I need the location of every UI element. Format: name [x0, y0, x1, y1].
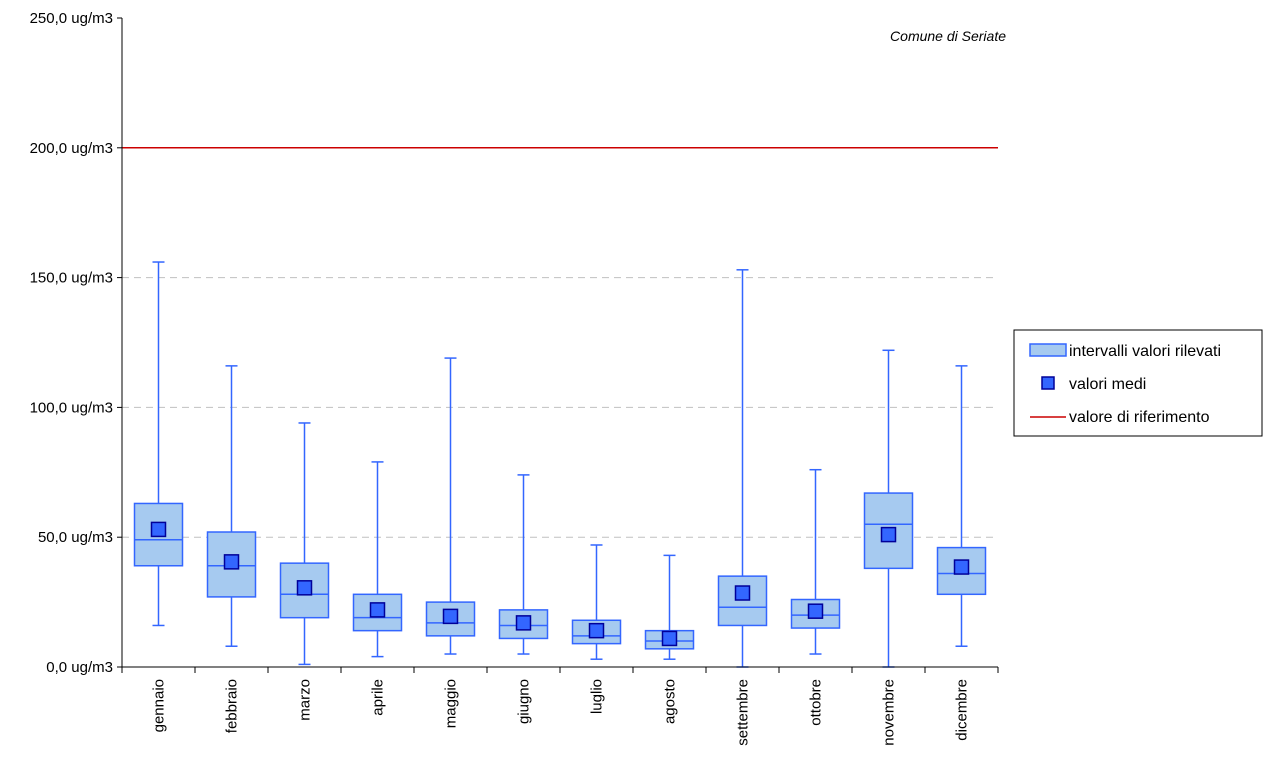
legend-box-swatch [1029, 343, 1067, 357]
x-tick-label: agosto [662, 679, 679, 724]
mean-marker [369, 602, 386, 618]
mean-marker [515, 615, 532, 631]
legend-label-medi: valori medi [1069, 376, 1146, 393]
x-tick-label: luglio [589, 679, 606, 714]
mean-marker [734, 585, 751, 601]
x-tick-label: settembre [735, 679, 752, 746]
mean-marker [150, 521, 167, 538]
legend: intervalli valori rilevati valori medi v… [1013, 329, 1263, 437]
boxes-layer [133, 261, 987, 668]
y-tick-label: 50,0 ug/m3 [38, 529, 113, 546]
x-tick-label: maggio [443, 679, 460, 728]
gridlines [122, 277, 998, 538]
x-tick-label: dicembre [954, 679, 971, 741]
legend-mean-swatch [1041, 376, 1055, 390]
box [717, 575, 768, 627]
legend-label-intervalli: intervalli valori rilevati [1069, 343, 1221, 360]
y-tick-label: 0,0 ug/m3 [46, 659, 113, 676]
y-tick-label: 100,0 ug/m3 [30, 399, 113, 416]
x-tick-label: aprile [370, 679, 387, 716]
axes: 0,0 ug/m3 50,0 ug/m3 100,0 ug/m3 150,0 ug/m… [30, 10, 999, 746]
chart-annotation: Comune di Seriate [890, 28, 1006, 44]
box [133, 502, 184, 567]
x-tick-label: ottobre [808, 679, 825, 726]
mean-marker [880, 526, 897, 543]
mean-marker [442, 608, 459, 625]
y-tick-label: 200,0 ug/m3 [30, 140, 113, 157]
x-tick-label: febbraio [224, 679, 241, 733]
mean-marker [223, 554, 240, 570]
mean-marker [953, 559, 970, 575]
mean-marker [807, 603, 824, 619]
legend-label-riferimento: valore di riferimento [1069, 409, 1210, 426]
mean-marker [296, 580, 313, 596]
x-tick-label: giugno [516, 679, 533, 724]
y-tick-label: 250,0 ug/m3 [30, 10, 113, 27]
mean-marker [588, 622, 605, 639]
x-tick-label: marzo [297, 679, 314, 721]
y-tick-label: 150,0 ug/m3 [30, 270, 113, 287]
x-tick-label: gennaio [151, 679, 168, 732]
x-tick-label: novembre [881, 679, 898, 746]
mean-marker [661, 630, 678, 647]
